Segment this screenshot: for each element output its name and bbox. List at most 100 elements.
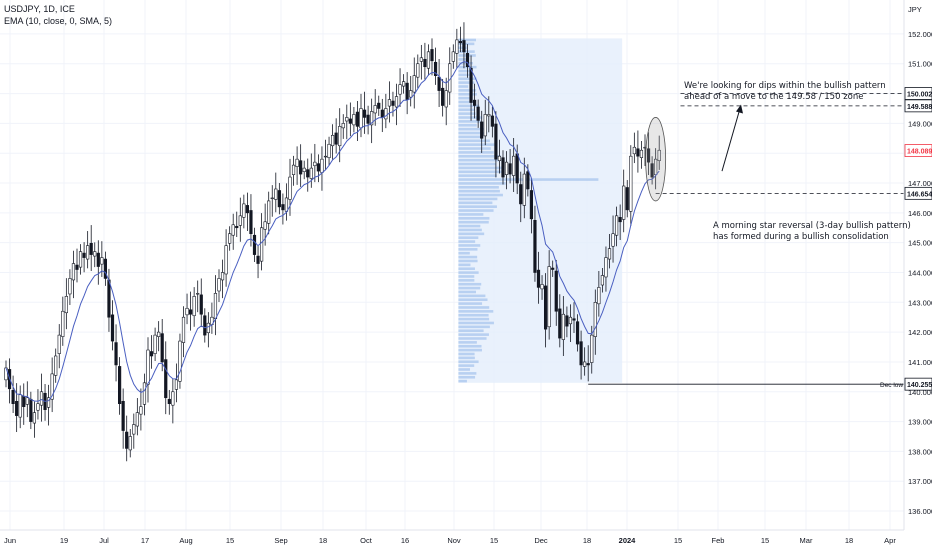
candle-body — [267, 200, 271, 224]
candle-body — [586, 363, 590, 366]
volume-profile-bar — [458, 352, 475, 356]
candle-body — [455, 39, 459, 54]
candle-body — [132, 424, 136, 435]
volume-profile-bar — [458, 329, 484, 333]
candle-body — [604, 257, 608, 278]
symbol-title[interactable]: USDJPY, 1D, ICE — [4, 4, 75, 14]
candle-body — [256, 255, 260, 264]
candle-body — [277, 190, 281, 208]
volume-profile-bar — [458, 232, 485, 236]
morning-star-ellipse — [645, 117, 667, 202]
candle-body — [476, 106, 480, 121]
candle-body — [302, 167, 306, 172]
volume-profile-bar — [458, 271, 479, 274]
candle-body — [235, 225, 239, 229]
volume-profile-bar — [458, 279, 475, 282]
volume-profile-bar — [458, 85, 469, 88]
volume-profile-bar — [458, 127, 486, 131]
volume-profile-bar — [458, 131, 488, 135]
volume-profile-bar — [458, 189, 500, 193]
candle-body — [178, 340, 182, 382]
candle-body — [426, 51, 431, 69]
y-tick-label: 145.000 — [908, 239, 932, 248]
candle-body — [238, 215, 242, 226]
volume-profile-bar — [458, 205, 497, 208]
candle-body — [497, 155, 502, 161]
candle-body — [338, 126, 342, 147]
candle-body — [561, 313, 565, 340]
candle-body — [345, 117, 349, 122]
candle-body — [359, 108, 363, 129]
x-tick-label: 18 — [583, 536, 591, 545]
candle-body — [288, 176, 292, 200]
candle-body — [614, 215, 619, 236]
candle-body — [203, 315, 207, 336]
candle-body — [348, 118, 352, 124]
candle-body — [89, 242, 93, 255]
candle-body — [373, 105, 377, 114]
volume-profile-bar — [458, 298, 488, 302]
volume-profile-bar — [458, 325, 490, 329]
candle-body — [646, 148, 651, 163]
volume-profile-bar — [458, 77, 477, 81]
candle-body — [558, 308, 562, 339]
y-tick-label: 143.000 — [908, 298, 932, 307]
volume-profile-bar — [458, 69, 472, 73]
price-label-box — [904, 144, 932, 157]
y-tick-label: 141.000 — [908, 358, 932, 367]
candle-body — [213, 293, 218, 320]
price-axis[interactable]: 136.000 137.000 138.000 139.000 140.000 141.0… — [903, 0, 932, 530]
volume-profile-bar — [458, 123, 477, 127]
annotation-top-line1: We're looking for dips within the bullis… — [684, 81, 886, 91]
volume-profile-bar — [458, 321, 494, 325]
annotation-bottom-line1: A morning star reversal (3-day bullish p… — [713, 221, 911, 231]
volume-profile-bar — [458, 337, 487, 340]
volume-profile-bar — [458, 162, 497, 166]
candle-body — [568, 316, 573, 325]
volume-profile-bar — [458, 116, 483, 119]
candle-body — [437, 76, 441, 91]
candle-body — [263, 221, 267, 230]
candle-body — [600, 275, 604, 286]
candle-body — [355, 111, 360, 127]
candle-body — [387, 99, 392, 107]
candle-body — [57, 334, 61, 354]
indicator-label[interactable]: EMA (10, close, 0, SMA, 5) — [4, 16, 113, 26]
volume-profile-bar — [458, 317, 490, 321]
candle-body — [377, 102, 381, 109]
candle-body — [480, 121, 484, 139]
candle-body — [370, 111, 374, 126]
volume-profile-bar — [458, 294, 486, 298]
volume-profile-bar — [458, 135, 482, 139]
candle-body — [245, 205, 250, 214]
candle-body — [472, 99, 477, 106]
volume-profile-bar — [458, 170, 505, 174]
volume-profile-bar — [458, 174, 497, 177]
candle-body — [93, 251, 97, 257]
candle-body — [636, 148, 640, 157]
volume-profile-bar — [458, 158, 499, 162]
candle-body — [625, 187, 629, 211]
volume-profile-bar — [458, 244, 481, 247]
volume-profile-bar — [458, 154, 501, 158]
candle-body — [611, 233, 615, 247]
volume-profile-bar — [458, 259, 478, 263]
candle-body — [504, 161, 509, 175]
volume-profile-bar — [458, 147, 491, 150]
time-axis[interactable]: Jun 19 Jul 17 Aug 15 Sep 18 Oct 16 Nov 15 Dec 18 2024 1… — [0, 529, 904, 545]
candle-body — [121, 401, 125, 431]
candle-body — [114, 342, 118, 366]
candle-body — [508, 163, 512, 175]
candle-body — [291, 164, 296, 175]
candle-body — [330, 135, 335, 147]
candle-body — [259, 227, 264, 262]
candle-body — [75, 264, 79, 270]
price-label-text: 150.002 — [907, 92, 932, 99]
candle-body — [412, 75, 416, 93]
volume-profile-bar — [458, 302, 483, 305]
candle-body — [295, 158, 299, 167]
candle-body — [228, 233, 232, 244]
volume-profile-bar — [458, 104, 480, 108]
y-tick-label: 147.000 — [908, 179, 932, 188]
